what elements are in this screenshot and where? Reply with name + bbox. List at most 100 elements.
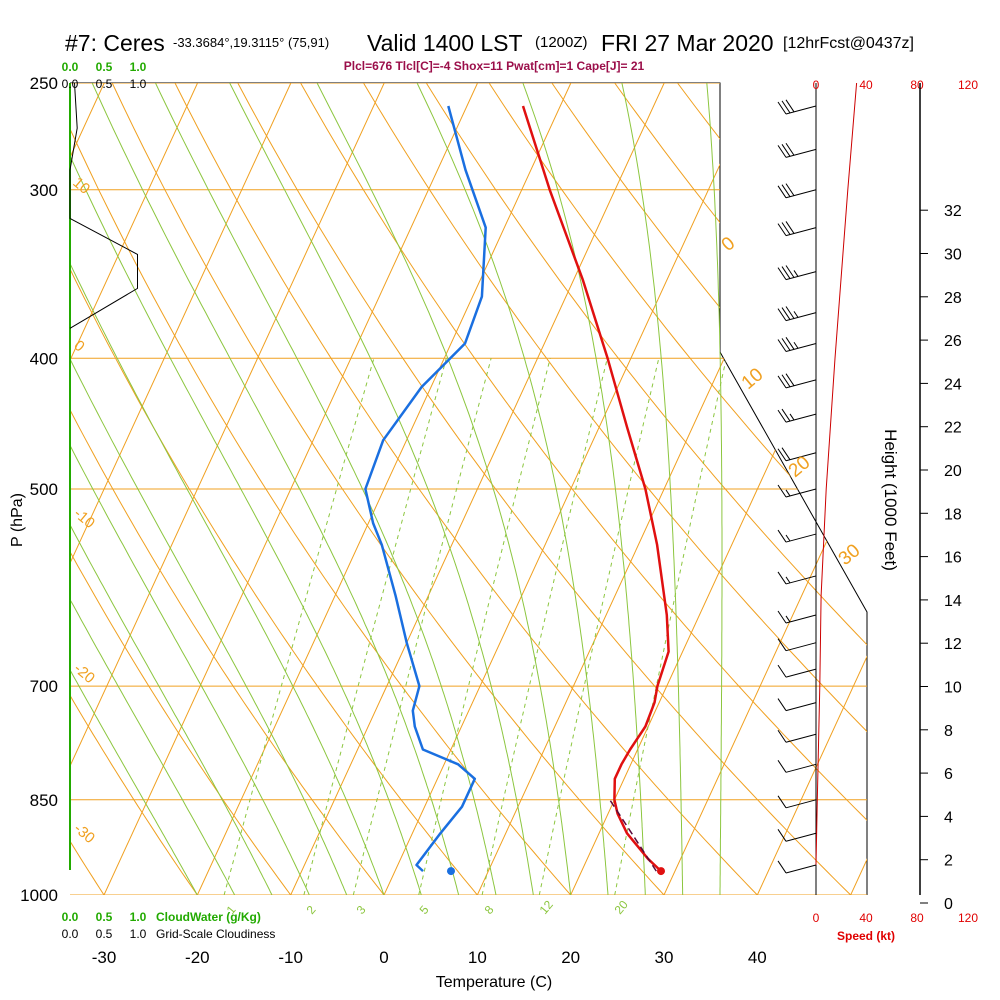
barb-flag xyxy=(777,760,787,773)
wind-barb xyxy=(777,610,817,624)
dry-adiabat-line xyxy=(70,83,478,895)
dry-adiabat-label: -10 xyxy=(70,505,98,532)
dry-adiabat-line xyxy=(174,83,758,895)
cloudwater-tick-top: 1.0 xyxy=(130,60,147,74)
height-tick-label: 24 xyxy=(944,376,962,393)
wind-barb xyxy=(777,142,817,158)
barb-half-flag xyxy=(785,489,791,497)
temperature-tick-label: 40 xyxy=(748,948,767,967)
barb-flag xyxy=(777,484,787,498)
barb-flag xyxy=(777,664,787,678)
wind-barb xyxy=(777,221,817,237)
temperature-tick-label: -30 xyxy=(92,948,117,967)
mixing-ratio-line xyxy=(352,358,492,895)
dry-adiabat-label: -20 xyxy=(70,660,98,687)
isotherm-line xyxy=(290,83,665,895)
barb-staff xyxy=(785,642,817,652)
temperature-tick-label: -10 xyxy=(278,948,303,967)
station-coords: -33.3684°,19.3115° (75,91) xyxy=(173,35,329,50)
mixing-ratio-label: 12 xyxy=(537,897,557,916)
moist-adiabat-line xyxy=(70,83,385,895)
mixing-ratio-label: 8 xyxy=(482,903,497,917)
barb-flag xyxy=(781,338,791,351)
barb-staff xyxy=(785,342,817,352)
wind-barb xyxy=(777,337,817,352)
wind-barb xyxy=(777,729,817,743)
barb-staff xyxy=(785,702,817,712)
isotherm-label: 20 xyxy=(785,452,815,482)
dry-adiabat-line xyxy=(111,83,665,895)
barb-flag xyxy=(777,409,787,423)
barb-flag xyxy=(777,860,787,874)
moist-adiabat-line xyxy=(70,83,198,895)
height-tick-label: 22 xyxy=(944,420,962,437)
isotherm-label: 0 xyxy=(718,233,740,256)
barb-flag xyxy=(781,266,791,279)
wind-barb xyxy=(777,829,817,842)
barb-flag xyxy=(777,529,787,543)
barb-flag xyxy=(777,610,787,624)
profile-lines xyxy=(364,105,670,873)
pressure-tick-label: 400 xyxy=(30,349,58,368)
station-title: #7: Ceres xyxy=(65,30,165,56)
barb-flag xyxy=(777,101,787,115)
temperature-tick-label: 30 xyxy=(655,948,674,967)
barb-flag xyxy=(777,448,787,462)
surface-temperature-dot xyxy=(656,867,665,876)
moist-adiabat-line xyxy=(70,83,348,895)
barb-flag xyxy=(781,307,791,320)
wind-barb xyxy=(777,638,817,652)
wind-barb xyxy=(777,484,817,498)
moist-adiabat-line xyxy=(70,83,273,895)
pressure-tick-label: 1000 xyxy=(20,886,58,905)
temperature-line xyxy=(521,105,670,873)
wind-barb xyxy=(777,698,817,712)
barb-staff xyxy=(785,488,817,498)
barb-flag xyxy=(777,339,787,352)
barb-flag xyxy=(777,145,787,158)
cloudwater-label: CloudWater (g/Kg) xyxy=(156,910,261,924)
cloudiness-tick-bottom: 0.5 xyxy=(96,927,113,941)
barb-half-flag xyxy=(793,270,799,277)
isotherm-label: 10 xyxy=(738,364,768,394)
barb-flag xyxy=(777,267,787,280)
barb-staff xyxy=(785,227,817,237)
barb-half-flag xyxy=(785,576,791,584)
pressure-axis-title: P (hPa) xyxy=(9,493,26,547)
speed-tick-bottom: 0 xyxy=(813,911,820,925)
barb-flag xyxy=(781,447,791,460)
mixing-ratio-line xyxy=(223,358,375,895)
barb-flag xyxy=(777,223,787,236)
mixing-ratio-label: 3 xyxy=(354,903,369,917)
height-tick-label: 0 xyxy=(944,896,953,913)
barb-flag xyxy=(777,795,787,809)
wind-barb xyxy=(777,447,817,462)
stability-indices: Plcl=676 Tlcl[C]=-4 Shox=11 Pwat[cm]=1 C… xyxy=(344,59,645,73)
barb-half-flag xyxy=(789,413,795,421)
barb-flag xyxy=(777,308,787,321)
moist-adiabat-line xyxy=(621,83,684,895)
dry-adiabat-line xyxy=(70,83,572,895)
barb-staff xyxy=(785,105,817,115)
cloudiness-tick-bottom: 1.0 xyxy=(130,927,147,941)
height-tick-label: 6 xyxy=(944,766,953,783)
speed-tick-bottom: 120 xyxy=(958,911,978,925)
moist-adiabat-line xyxy=(229,83,534,895)
temperature-tick-label: 20 xyxy=(561,948,580,967)
cloudiness-line xyxy=(69,82,138,329)
mixing-ratio-label: 2 xyxy=(304,903,319,917)
dry-adiabat-line xyxy=(488,83,867,895)
barb-staff xyxy=(785,832,817,842)
isotherm-line xyxy=(70,83,198,895)
isotherm-line xyxy=(70,83,385,895)
barb-flag xyxy=(785,183,795,196)
wind-speed-line xyxy=(815,82,858,866)
barb-flag xyxy=(781,144,791,157)
dry-adiabat-line xyxy=(70,83,292,895)
height-tick-label: 18 xyxy=(944,506,962,523)
cloudiness-tick-top: 0.5 xyxy=(96,77,113,91)
speed-tick-bottom: 80 xyxy=(910,911,924,925)
thermo-grid xyxy=(70,83,867,895)
mixing-ratio-line xyxy=(538,358,660,895)
barb-flag xyxy=(785,265,795,278)
